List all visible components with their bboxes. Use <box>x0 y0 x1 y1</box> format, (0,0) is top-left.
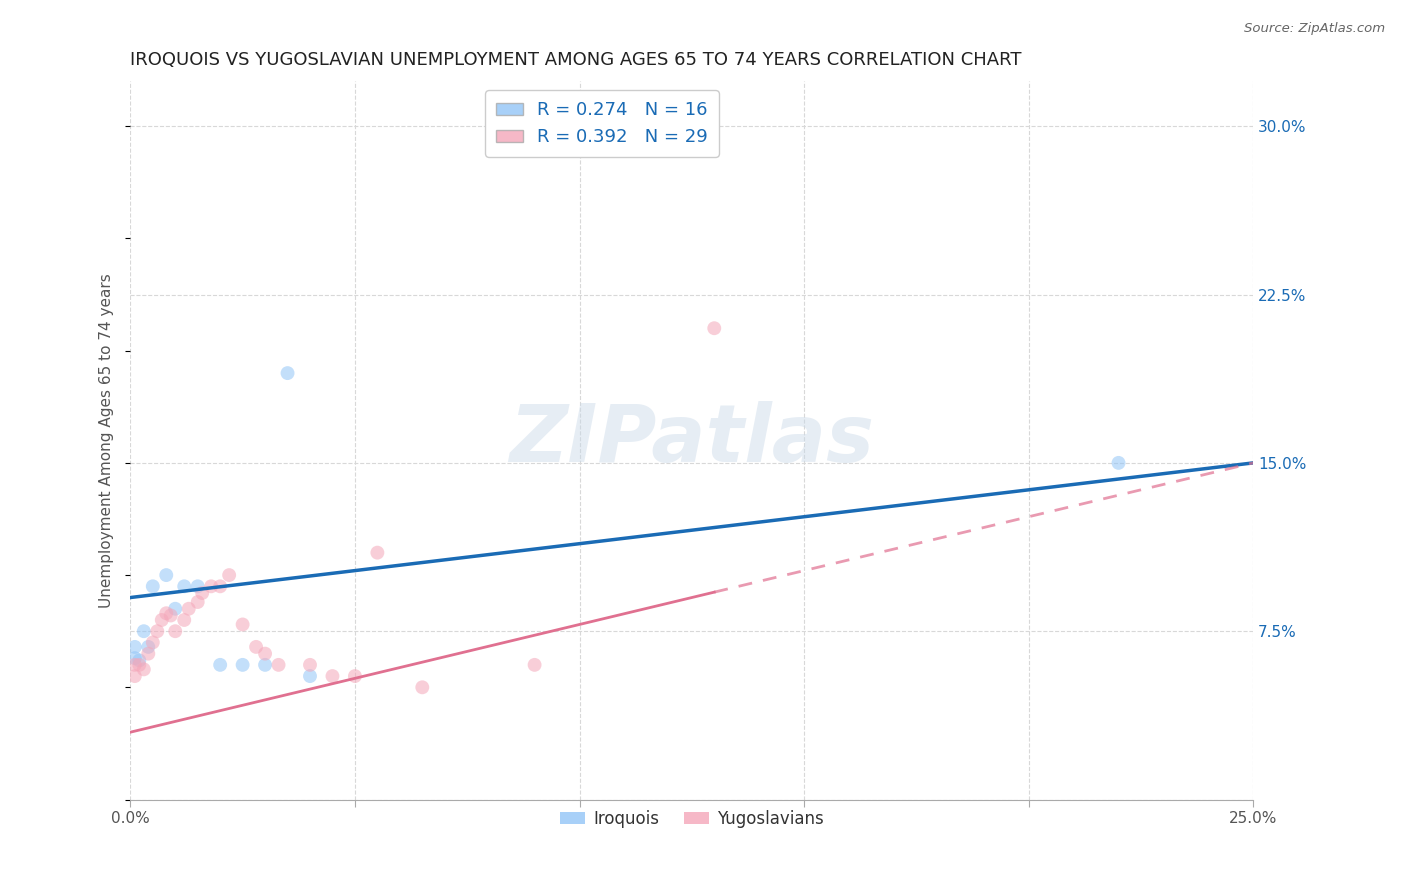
Point <box>218 568 240 582</box>
Point <box>232 657 254 672</box>
Legend: Iroquois, Yugoslavians: Iroquois, Yugoslavians <box>553 803 831 834</box>
Point <box>366 546 388 560</box>
Point <box>124 657 146 672</box>
Point <box>321 669 343 683</box>
Point <box>177 601 200 615</box>
Point <box>142 635 165 649</box>
Point <box>165 601 187 615</box>
Point <box>209 579 232 593</box>
Point <box>411 681 433 695</box>
Point <box>146 624 169 639</box>
Point <box>136 640 159 654</box>
Point <box>267 657 290 672</box>
Point <box>254 647 277 661</box>
Point <box>298 657 321 672</box>
Point <box>209 657 232 672</box>
Point <box>155 568 177 582</box>
Point <box>277 366 299 380</box>
Point <box>173 579 195 593</box>
Point <box>245 640 267 654</box>
Point <box>128 657 150 672</box>
Point <box>128 653 150 667</box>
Point <box>136 647 159 661</box>
Point <box>187 579 209 593</box>
Point <box>191 586 214 600</box>
Point <box>523 657 546 672</box>
Point <box>124 669 146 683</box>
Point <box>124 651 146 665</box>
Point <box>165 624 187 639</box>
Point <box>124 640 146 654</box>
Point <box>142 579 165 593</box>
Point <box>132 624 155 639</box>
Y-axis label: Unemployment Among Ages 65 to 74 years: Unemployment Among Ages 65 to 74 years <box>100 273 114 607</box>
Point <box>703 321 725 335</box>
Point <box>200 579 222 593</box>
Point <box>298 669 321 683</box>
Point <box>1108 456 1130 470</box>
Point <box>155 606 177 620</box>
Point <box>343 669 366 683</box>
Text: IROQUOIS VS YUGOSLAVIAN UNEMPLOYMENT AMONG AGES 65 TO 74 YEARS CORRELATION CHART: IROQUOIS VS YUGOSLAVIAN UNEMPLOYMENT AMO… <box>131 51 1022 69</box>
Text: Source: ZipAtlas.com: Source: ZipAtlas.com <box>1244 22 1385 36</box>
Point <box>173 613 195 627</box>
Point <box>187 595 209 609</box>
Text: ZIPatlas: ZIPatlas <box>509 401 875 479</box>
Point <box>232 617 254 632</box>
Point <box>159 608 181 623</box>
Point <box>254 657 277 672</box>
Point <box>132 662 155 676</box>
Point <box>150 613 173 627</box>
